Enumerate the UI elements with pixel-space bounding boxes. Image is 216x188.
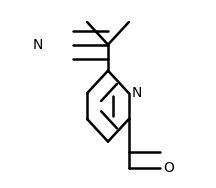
Text: N: N [32,38,43,52]
Text: O: O [163,161,174,175]
Text: N: N [132,86,142,100]
